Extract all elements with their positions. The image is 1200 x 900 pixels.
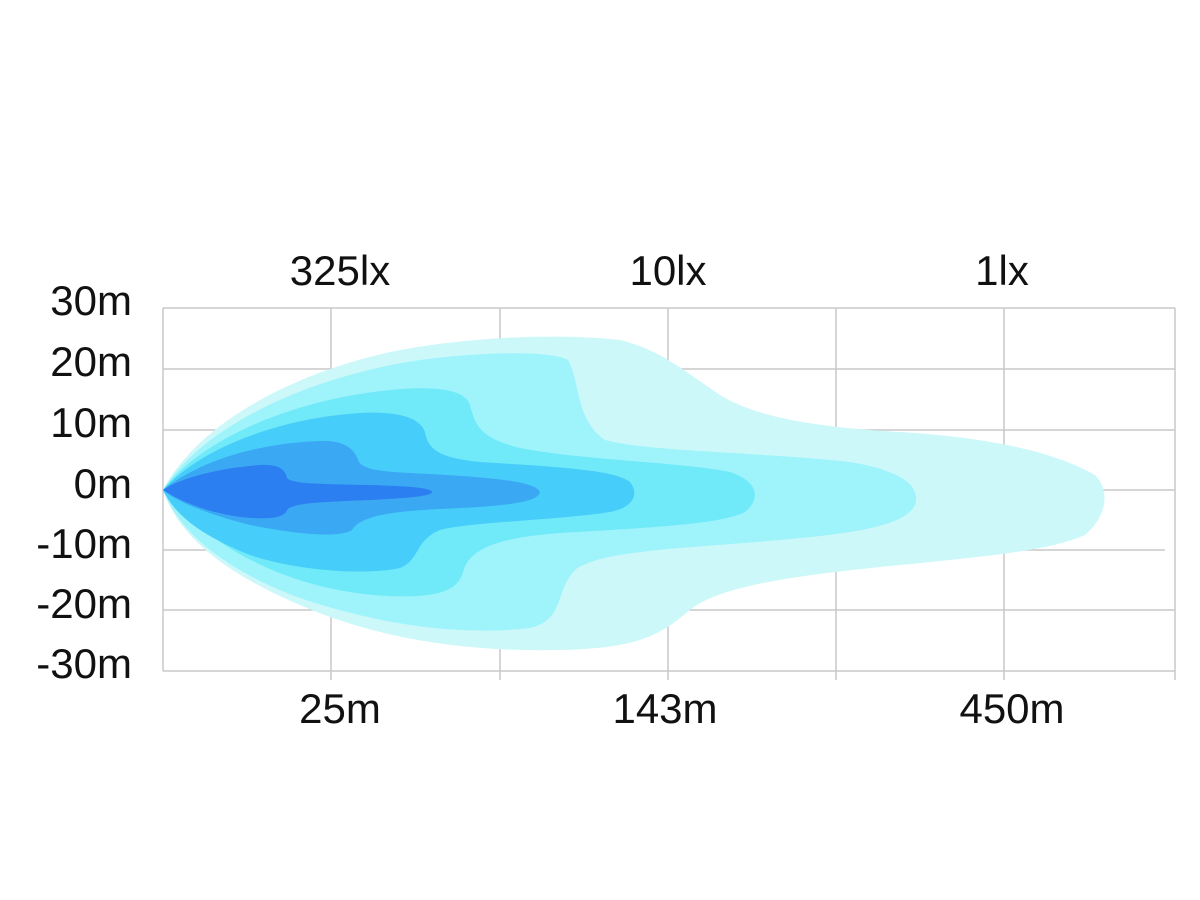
distance-label: 25m xyxy=(299,685,381,732)
beam-zone xyxy=(163,464,432,519)
y-axis-labels: 30m 20m 10m 0m -10m -20m -30m xyxy=(36,277,132,687)
y-axis-label: 30m xyxy=(50,277,132,324)
lux-label: 325lx xyxy=(290,247,390,294)
lux-label: 10lx xyxy=(629,247,706,294)
top-labels: 325lx 10lx 1lx xyxy=(290,247,1029,294)
y-axis-label: -30m xyxy=(36,640,132,687)
y-axis-label: 0m xyxy=(74,460,132,507)
lux-label: 1lx xyxy=(975,247,1029,294)
beam-pattern xyxy=(163,336,1105,651)
y-axis-label: -20m xyxy=(36,580,132,627)
bottom-labels: 25m 143m 450m xyxy=(299,685,1064,732)
y-axis-label: 20m xyxy=(50,338,132,385)
y-axis-label: 10m xyxy=(50,399,132,446)
distance-label: 143m xyxy=(612,685,717,732)
distance-label: 450m xyxy=(959,685,1064,732)
y-axis-label: -10m xyxy=(36,520,132,567)
